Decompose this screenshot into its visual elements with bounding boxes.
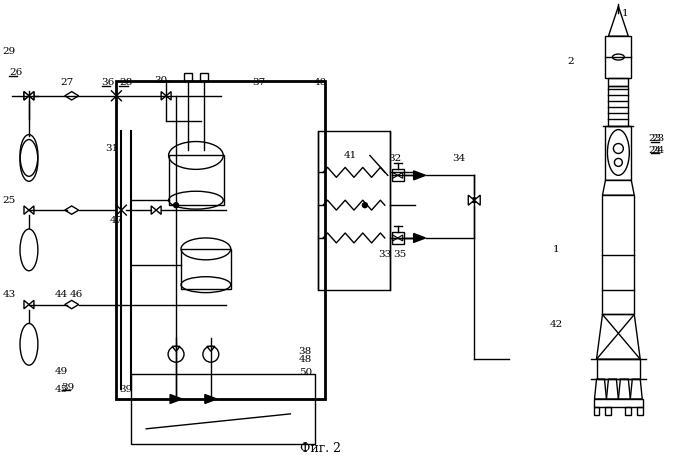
Polygon shape — [29, 300, 34, 309]
Text: 44: 44 — [55, 290, 69, 299]
Text: 35: 35 — [393, 250, 406, 259]
Text: 23: 23 — [648, 134, 662, 143]
Text: 1: 1 — [552, 245, 559, 255]
Text: 29: 29 — [2, 47, 15, 55]
Polygon shape — [398, 235, 402, 241]
Bar — [181, 249, 231, 289]
Bar — [200, 73, 208, 81]
Text: 28: 28 — [120, 79, 132, 87]
Text: 33: 33 — [378, 250, 391, 259]
Text: 49: 49 — [55, 367, 69, 376]
Text: 43: 43 — [2, 290, 15, 299]
Text: 24: 24 — [648, 146, 662, 155]
Polygon shape — [170, 395, 182, 403]
Bar — [608, 86, 629, 126]
Polygon shape — [474, 195, 480, 205]
Text: 24: 24 — [651, 146, 664, 155]
Bar — [608, 78, 629, 86]
Polygon shape — [166, 91, 171, 100]
Text: 41: 41 — [344, 151, 356, 160]
Text: 47: 47 — [110, 216, 123, 225]
Polygon shape — [29, 91, 34, 100]
Bar — [392, 232, 404, 244]
Text: 23: 23 — [651, 134, 664, 143]
Text: 39: 39 — [62, 383, 75, 392]
Text: 1: 1 — [622, 9, 629, 18]
Polygon shape — [24, 91, 29, 100]
Bar — [625, 407, 631, 415]
Bar — [606, 36, 631, 78]
Circle shape — [174, 203, 178, 207]
Polygon shape — [393, 172, 398, 178]
Bar — [606, 126, 631, 180]
Polygon shape — [414, 171, 426, 180]
Bar — [594, 399, 643, 407]
Polygon shape — [29, 91, 34, 100]
Bar — [596, 359, 640, 379]
Polygon shape — [161, 91, 166, 100]
Polygon shape — [414, 233, 426, 243]
Text: 45: 45 — [55, 384, 69, 394]
Polygon shape — [24, 91, 29, 100]
Bar — [392, 170, 404, 181]
Bar — [606, 407, 611, 415]
Bar — [116, 81, 326, 399]
Circle shape — [363, 203, 368, 207]
Bar — [132, 374, 315, 444]
Bar — [603, 195, 634, 315]
Circle shape — [472, 198, 477, 203]
Text: 37: 37 — [252, 79, 265, 87]
Text: 50: 50 — [299, 368, 312, 377]
Text: 48: 48 — [299, 355, 312, 364]
Bar — [594, 407, 599, 415]
Bar — [184, 73, 192, 81]
Polygon shape — [393, 235, 398, 241]
Text: 25: 25 — [2, 196, 15, 205]
Text: 31: 31 — [105, 144, 118, 153]
Text: 42: 42 — [550, 320, 564, 329]
Polygon shape — [468, 195, 474, 205]
Text: 39: 39 — [120, 384, 133, 394]
Polygon shape — [151, 206, 156, 214]
Text: 2: 2 — [568, 56, 574, 66]
Text: 36: 36 — [102, 79, 115, 87]
Polygon shape — [29, 206, 34, 214]
Text: 46: 46 — [70, 290, 83, 299]
Polygon shape — [205, 395, 217, 403]
Text: 26: 26 — [9, 68, 22, 78]
Bar — [637, 407, 643, 415]
Text: 32: 32 — [388, 154, 401, 163]
Bar — [318, 131, 390, 290]
Polygon shape — [398, 172, 402, 178]
Text: 38: 38 — [299, 347, 312, 356]
Polygon shape — [24, 300, 29, 309]
Text: 27: 27 — [60, 79, 74, 87]
Text: Фиг. 2: Фиг. 2 — [300, 442, 341, 455]
Polygon shape — [24, 206, 29, 214]
Text: 40: 40 — [314, 79, 327, 87]
Text: 34: 34 — [453, 154, 466, 163]
Polygon shape — [156, 206, 161, 214]
Bar — [169, 155, 224, 205]
Text: 30: 30 — [155, 76, 168, 85]
